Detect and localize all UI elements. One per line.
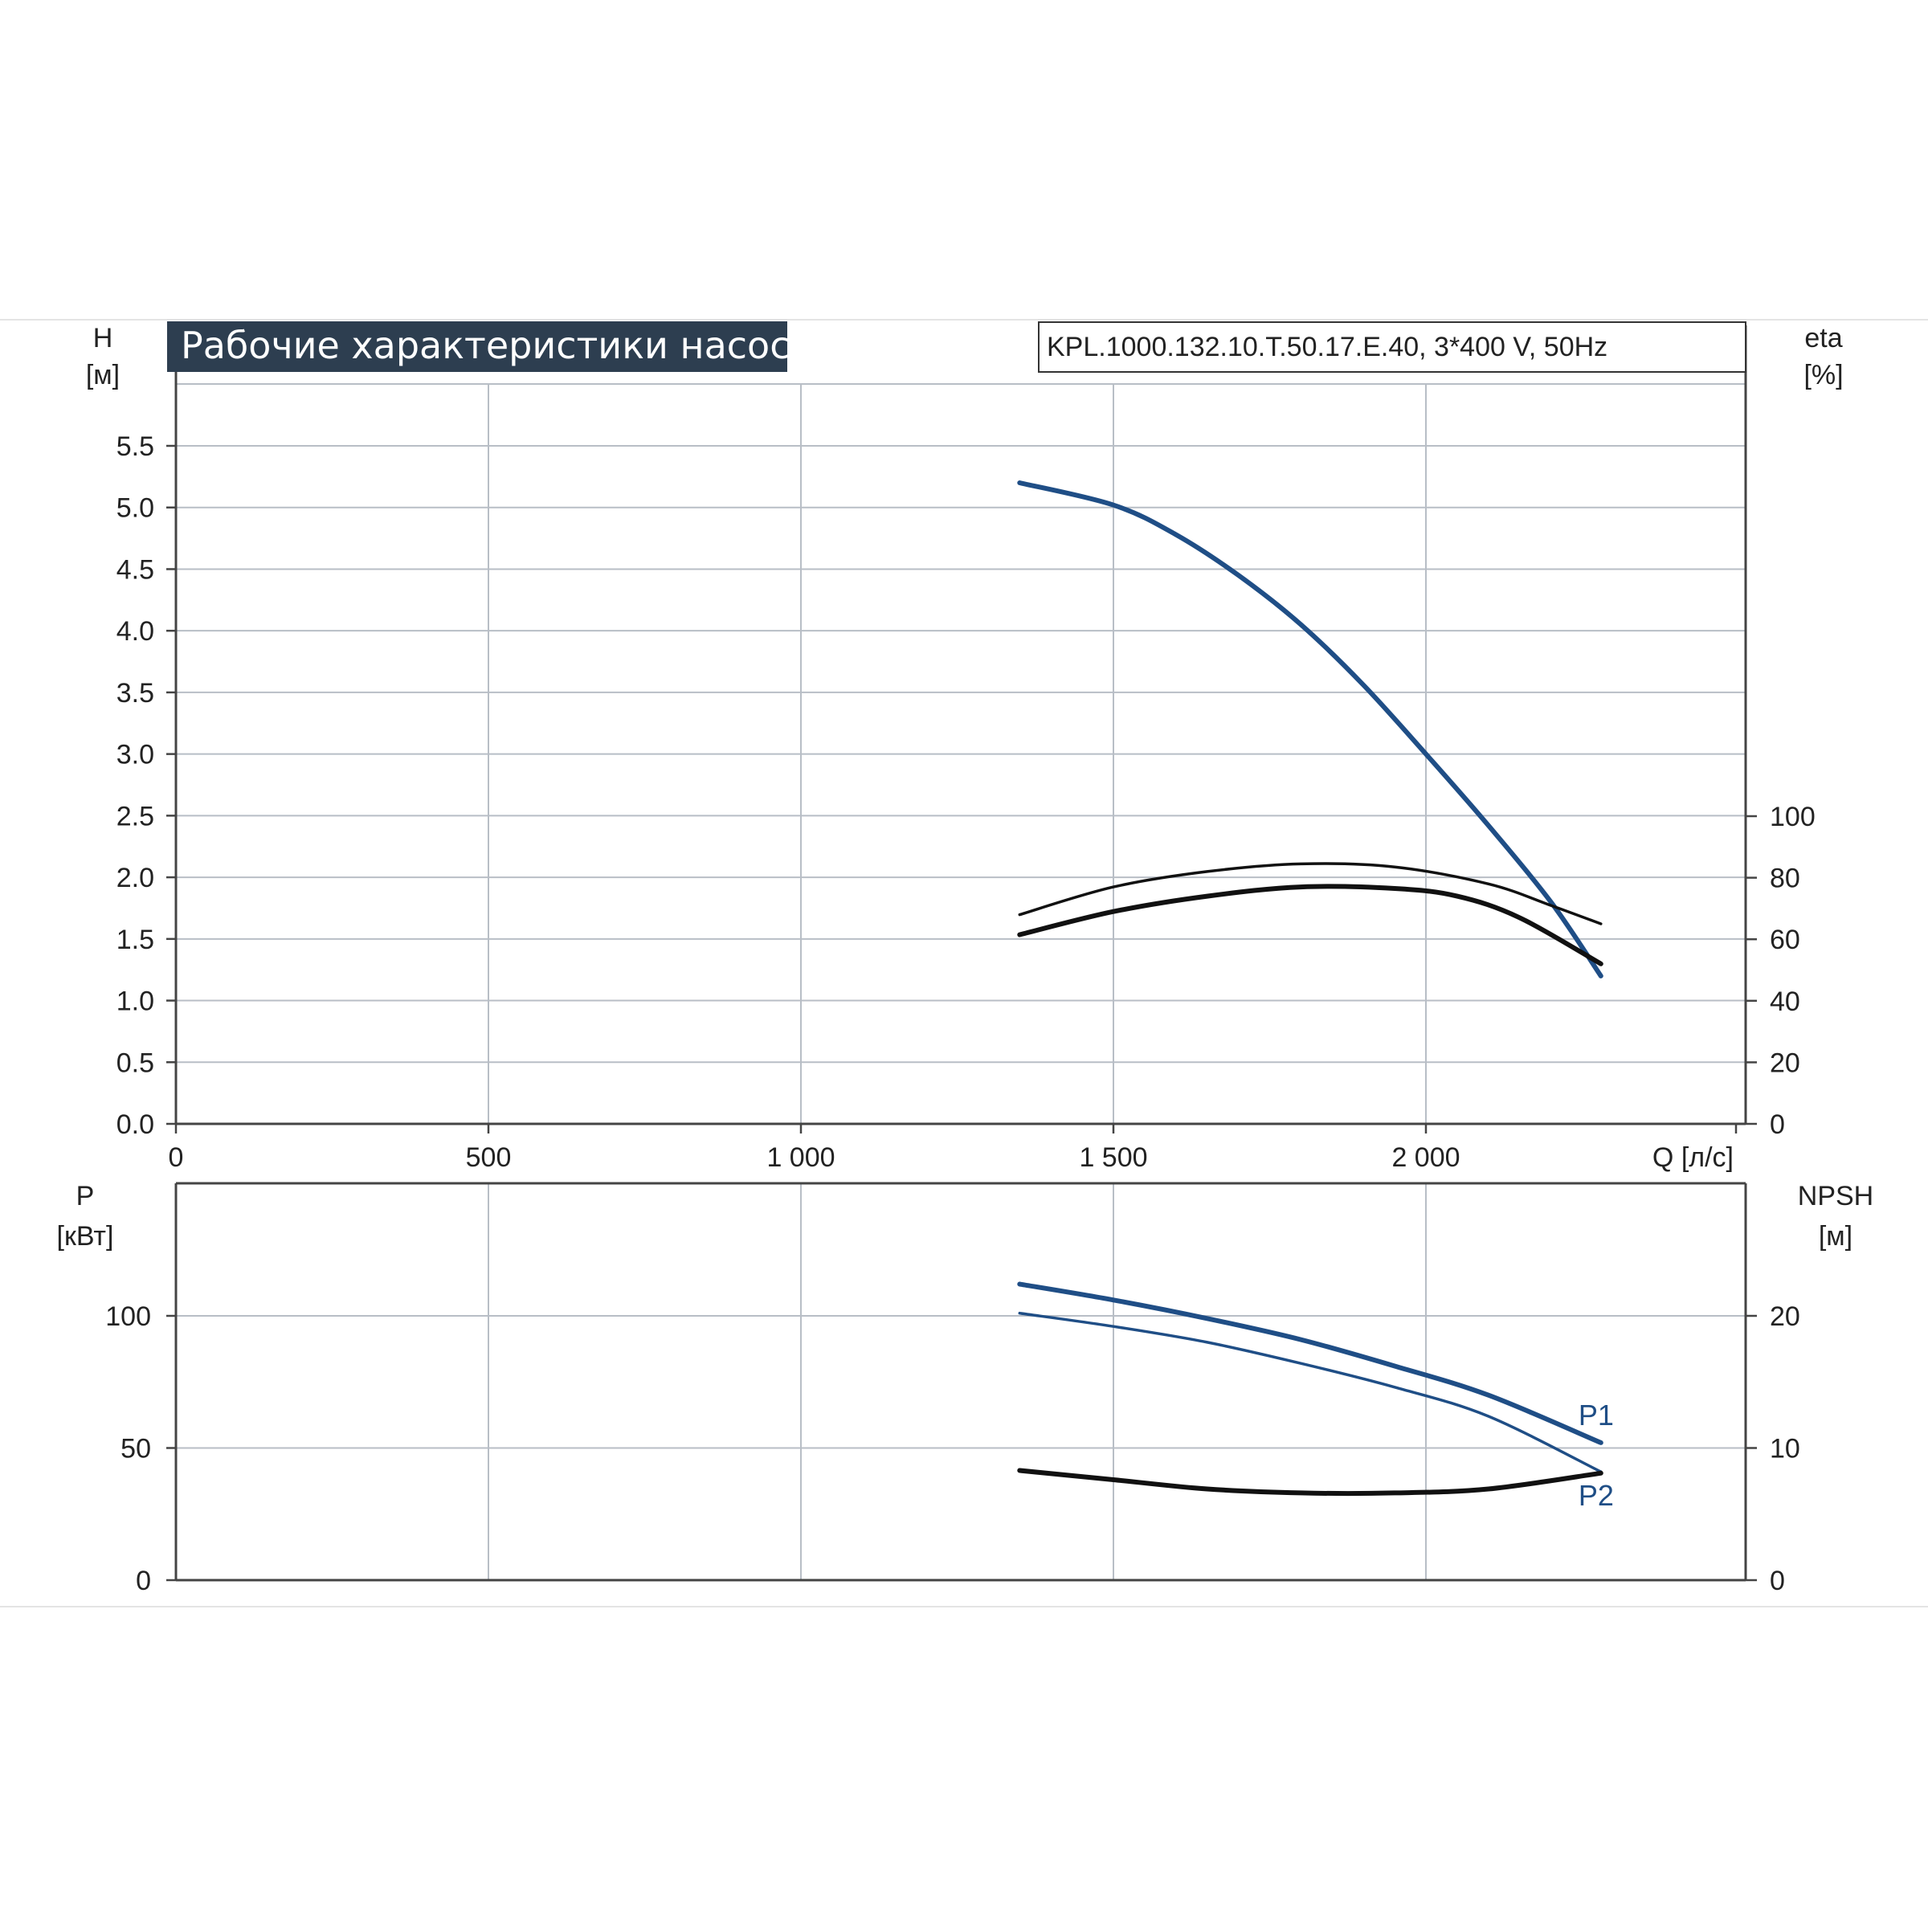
model-label: KPL.1000.132.10.T.50.17.E.40, 3*400 V, 5…	[1047, 332, 1607, 362]
h-tick-label-4: 2.0	[116, 863, 154, 893]
npsh-tick-label-1: 10	[1770, 1434, 1800, 1464]
top-series-0-line	[1017, 480, 1603, 978]
chart-title: Рабочие характеристики насоса	[181, 324, 813, 367]
series-label-p2: P2	[1579, 1479, 1614, 1512]
p-tick-label-0: 0	[136, 1566, 151, 1596]
q-tick-label-4: 2 000	[1391, 1142, 1460, 1173]
h-tick-label-11: 5.5	[116, 431, 154, 462]
top-series-1-line	[1018, 862, 1603, 925]
title-box	[167, 321, 787, 372]
eta-tick-label-3: 60	[1770, 925, 1800, 955]
top-series-2-line	[1017, 884, 1603, 966]
eta-tick-label-1: 20	[1770, 1048, 1800, 1078]
eta-axis-unit: [%]	[1803, 360, 1843, 390]
h-tick-label-3: 1.5	[116, 925, 154, 955]
h-tick-label-8: 4.0	[116, 616, 154, 647]
model-box	[1038, 321, 1746, 373]
eta-tick-label-0: 0	[1770, 1109, 1785, 1140]
bot-series-2-line	[1017, 1468, 1603, 1497]
q-tick-label-0: 0	[169, 1142, 184, 1173]
p-axis-unit: [кВт]	[57, 1221, 114, 1252]
q-tick-label-2: 1 000	[766, 1142, 835, 1173]
h-axis-name: H	[93, 323, 113, 353]
npsh-axis-unit: [м]	[1819, 1221, 1852, 1252]
eta-tick-label-5: 100	[1770, 802, 1816, 832]
eta-tick-label-2: 40	[1770, 986, 1800, 1017]
h-tick-label-9: 4.5	[116, 554, 154, 585]
h-tick-label-7: 3.5	[116, 678, 154, 709]
eta-axis-name: eta	[1804, 323, 1842, 353]
p-axis-name: P	[76, 1181, 95, 1211]
q-axis-label: Q [л/с]	[1652, 1142, 1734, 1173]
q-tick-label-3: 1 500	[1079, 1142, 1147, 1173]
h-tick-label-5: 2.5	[116, 801, 154, 831]
p-tick-label-2: 100	[105, 1301, 151, 1332]
series-label-p1: P1	[1579, 1399, 1614, 1432]
h-tick-label-2: 1.0	[116, 986, 154, 1017]
h-tick-label-6: 3.0	[116, 740, 154, 770]
p-tick-label-1: 50	[120, 1434, 151, 1464]
npsh-tick-label-2: 20	[1770, 1301, 1800, 1332]
h-axis-unit: [м]	[86, 360, 120, 390]
npsh-tick-label-0: 0	[1770, 1566, 1785, 1596]
h-tick-label-1: 0.5	[116, 1048, 154, 1078]
eta-tick-label-4: 80	[1770, 864, 1800, 894]
q-tick-label-1: 500	[466, 1142, 512, 1173]
h-tick-label-0: 0.0	[116, 1109, 154, 1140]
bot-series-1-line	[1018, 1311, 1603, 1473]
h-tick-label-10: 5.0	[116, 493, 154, 524]
npsh-axis-name: NPSH	[1798, 1181, 1873, 1211]
bot-series-0-line	[1017, 1281, 1603, 1445]
